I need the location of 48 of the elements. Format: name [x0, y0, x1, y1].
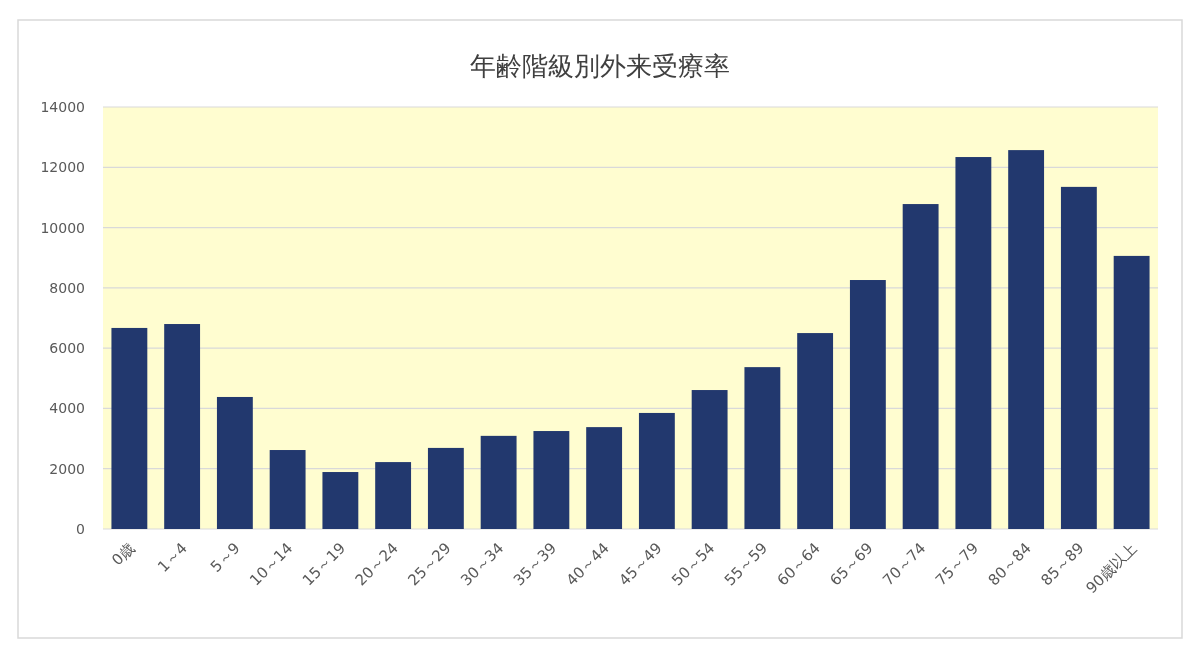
x-tick-label: 1～4	[154, 539, 191, 576]
bar	[322, 472, 359, 529]
x-tick-label: 20～24	[351, 539, 402, 590]
bar	[849, 280, 886, 529]
bar	[1113, 255, 1150, 529]
y-tick-label: 10000	[40, 219, 85, 236]
y-tick-label: 4000	[49, 400, 85, 417]
x-tick-label: 65～69	[826, 539, 877, 590]
bar	[1008, 150, 1045, 529]
x-tick-label: 25～29	[404, 539, 455, 590]
chart-title: 年齢階級別外来受療率	[470, 51, 730, 81]
x-tick-label: 45～49	[615, 539, 666, 590]
y-tick-label: 2000	[49, 460, 85, 477]
bar	[111, 327, 148, 529]
bar	[375, 462, 412, 529]
bar	[902, 204, 939, 529]
y-tick-label: 0	[76, 521, 85, 537]
x-tick-label: 90歳以上	[1082, 539, 1141, 598]
bar	[744, 367, 781, 529]
x-tick-label: 80～84	[984, 539, 1035, 590]
x-tick-label: 40～44	[562, 539, 613, 590]
x-tick-label: 5～9	[206, 539, 244, 576]
y-tick-label: 8000	[49, 279, 85, 296]
x-tick-label: 30～34	[457, 539, 508, 590]
bar	[955, 157, 992, 529]
bar	[480, 435, 517, 529]
bar	[533, 431, 570, 529]
x-tick-label: 15～19	[298, 539, 350, 590]
x-tick-label: 60～64	[773, 539, 824, 590]
bar	[269, 450, 306, 529]
x-tick-label: 10～14	[246, 539, 297, 590]
x-tick-label: 0歳	[108, 539, 139, 570]
x-tick-label: 75～79	[931, 539, 983, 590]
y-tick-label: 14000	[40, 99, 85, 115]
bar	[797, 333, 834, 529]
bar	[1060, 186, 1097, 529]
y-tick-label: 12000	[40, 159, 85, 176]
x-tick-label: 55～59	[720, 539, 772, 590]
bar	[638, 412, 675, 529]
bar	[164, 324, 201, 529]
y-tick-label: 6000	[49, 340, 85, 357]
x-tick-label: 70～74	[879, 539, 930, 590]
bar	[586, 427, 623, 529]
bar	[691, 390, 728, 529]
bar	[427, 447, 464, 529]
bar	[216, 396, 253, 529]
x-tick-label: 35～39	[509, 539, 561, 590]
x-tick-label: 50～54	[668, 539, 719, 590]
